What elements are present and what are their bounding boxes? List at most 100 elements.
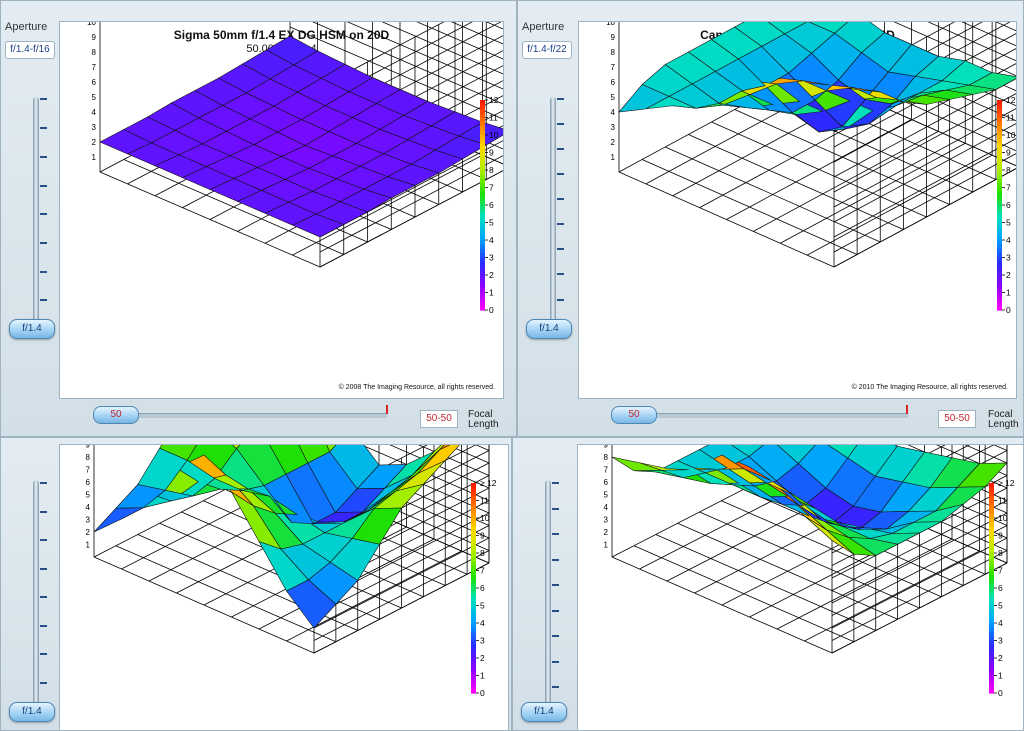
colorbar-segment xyxy=(480,235,485,241)
colorbar-label: 6 xyxy=(1006,200,1011,210)
slider-tick xyxy=(40,213,47,215)
slider-tick xyxy=(557,198,564,200)
colorbar-segment xyxy=(997,148,1002,154)
aperture-slider-track[interactable] xyxy=(550,97,556,322)
colorbar-segment xyxy=(997,108,1002,114)
colorbar-segment xyxy=(480,113,485,119)
colorbar-segment xyxy=(997,222,1002,228)
aperture-slider-thumb[interactable]: f/1.4 xyxy=(9,319,55,339)
surface-cell xyxy=(232,445,241,449)
focal-range-field[interactable]: 50-50 xyxy=(938,410,976,428)
grid-line xyxy=(776,538,953,630)
slider-tick xyxy=(40,98,47,100)
grid-line xyxy=(726,119,912,220)
colorbar-segment xyxy=(480,152,485,158)
colorbar-segment xyxy=(997,104,1002,110)
slider-tick xyxy=(557,223,564,225)
z-tick-label: 4 xyxy=(604,503,609,512)
colorbar-segment xyxy=(989,535,994,541)
aperture-range-field[interactable]: f/1.4-f/16 xyxy=(5,41,55,59)
colorbar-segment xyxy=(997,296,1002,302)
focal-range-field[interactable]: 50-50 xyxy=(420,410,458,428)
aperture-slider-track[interactable] xyxy=(33,480,39,718)
colorbar-segment xyxy=(997,130,1002,136)
colorbar-segment xyxy=(989,627,994,633)
colorbar-segment xyxy=(480,213,485,219)
z-tick-label: 7 xyxy=(92,63,97,72)
z-tick-label: 10 xyxy=(606,22,615,27)
z-tick-label: 3 xyxy=(604,516,609,525)
colorbar-segment xyxy=(471,539,476,545)
colorbar-segment xyxy=(471,544,476,550)
focal-slider-thumb[interactable]: 50 xyxy=(611,406,657,424)
colorbar-segment xyxy=(989,671,994,677)
colorbar-segment xyxy=(480,301,485,307)
aperture-slider-track[interactable] xyxy=(545,480,551,718)
colorbar-segment xyxy=(480,200,485,206)
colorbar-segment xyxy=(989,574,994,580)
colorbar-segment xyxy=(480,253,485,259)
colorbar-segment xyxy=(471,588,476,593)
colorbar-segment xyxy=(471,679,476,685)
colorbar-label: 7 xyxy=(480,566,485,576)
z-tick-label: 5 xyxy=(92,93,97,102)
aperture-slider-thumb[interactable]: f/1.4 xyxy=(526,319,572,339)
colorbar-segment xyxy=(471,518,476,523)
colorbar-segment xyxy=(471,618,476,624)
colorbar-segment xyxy=(471,561,476,567)
colorbar-segment xyxy=(997,257,1002,263)
colorbar-segment xyxy=(989,596,994,602)
colorbar-segment xyxy=(480,170,485,175)
colorbar-segment xyxy=(997,213,1002,219)
aperture-slider-thumb[interactable]: f/1.4 xyxy=(9,702,55,722)
colorbar-label: 6 xyxy=(489,200,494,210)
grid-line xyxy=(964,445,1008,464)
colorbar-segment xyxy=(480,174,485,180)
colorbar-segment xyxy=(989,504,994,510)
colorbar-label: 10 xyxy=(1006,130,1016,140)
slider-tick xyxy=(40,242,47,244)
z-tick-label: 8 xyxy=(604,453,609,462)
slider-tick xyxy=(552,635,559,637)
z-tick-label: 9 xyxy=(604,445,609,450)
surface xyxy=(93,445,460,629)
colorbar-segment xyxy=(471,592,476,598)
colorbar-label: 10 xyxy=(480,513,490,523)
colorbar-label: 5 xyxy=(1006,218,1011,228)
aperture-slider-thumb[interactable]: f/1.4 xyxy=(521,702,567,722)
colorbar-segment xyxy=(471,526,476,532)
z-tick-label: 4 xyxy=(92,108,97,117)
colorbar-label: 11 xyxy=(1006,113,1015,123)
colorbar-segment xyxy=(471,631,476,637)
colorbar-segment xyxy=(471,548,476,554)
blur-surface-chart: 1211109876543211211109876543210 xyxy=(87,22,503,315)
colorbar-segment xyxy=(480,305,485,311)
slider-tick xyxy=(552,584,559,586)
colorbar-segment xyxy=(989,548,994,554)
colorbar-segment xyxy=(989,544,994,550)
colorbar-segment xyxy=(471,609,476,615)
colorbar-segment xyxy=(471,574,476,580)
focal-slider-track[interactable] xyxy=(97,413,387,418)
z-tick-label: 1 xyxy=(92,153,97,162)
aperture-slider-track[interactable] xyxy=(33,97,39,322)
slider-tick xyxy=(40,299,47,301)
grid-line xyxy=(416,22,503,60)
colorbar-segment xyxy=(480,275,485,280)
focal-slider-thumb[interactable]: 50 xyxy=(93,406,139,424)
colorbar-segment xyxy=(997,231,1002,237)
slider-tick xyxy=(552,482,559,484)
z-tick-label: 4 xyxy=(86,503,91,512)
colorbar-label: ≥ 12 xyxy=(998,478,1015,488)
colorbar-label: 5 xyxy=(998,601,1003,611)
z-tick-label: 1 xyxy=(604,541,609,550)
z-tick-label: 2 xyxy=(604,528,609,537)
aperture-range-field[interactable]: f/1.4-f/22 xyxy=(522,41,572,59)
slider-tick xyxy=(557,273,564,275)
slider-tick xyxy=(557,148,564,150)
z-tick-label: 2 xyxy=(86,528,91,537)
colorbar-segment xyxy=(471,658,476,663)
colorbar-segment xyxy=(471,487,476,493)
focal-slider-track[interactable] xyxy=(618,413,908,418)
